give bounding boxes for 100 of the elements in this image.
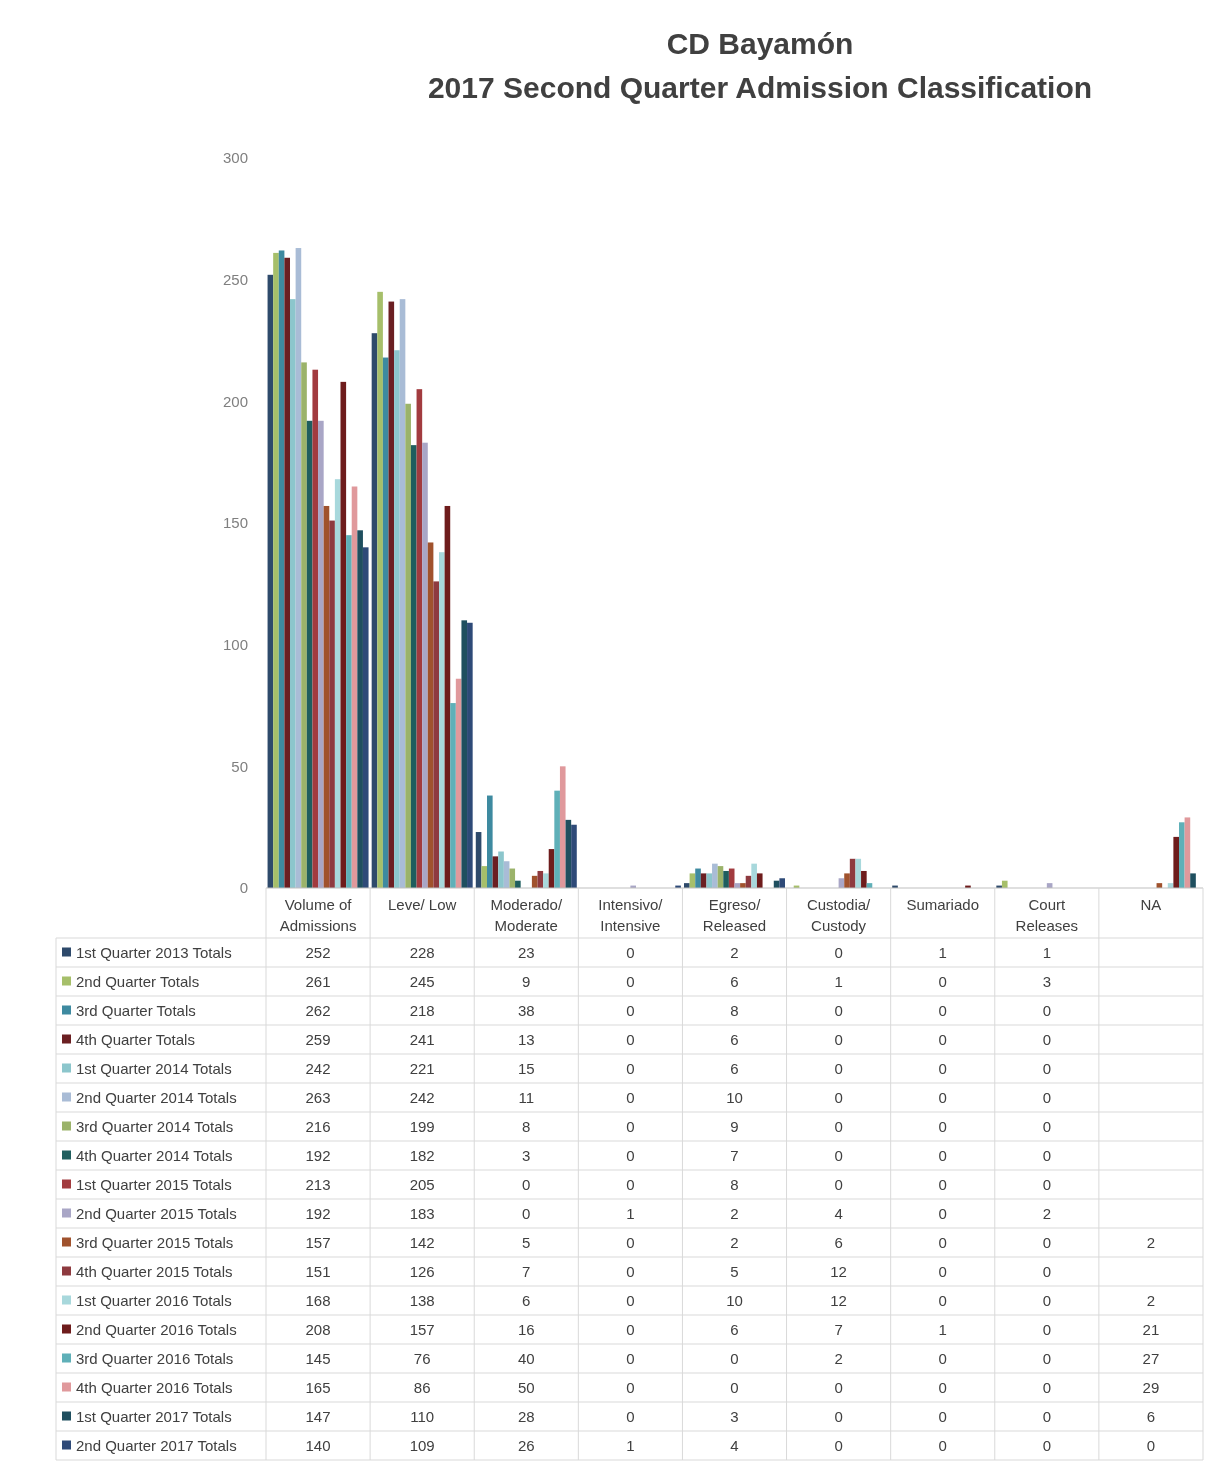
bar	[362, 547, 369, 888]
data-label: 27	[1142, 1349, 1160, 1367]
legend-label: 4th Quarter Totals	[76, 1030, 195, 1048]
bar	[481, 866, 487, 888]
bar	[695, 868, 701, 888]
data-label: 0	[938, 1262, 947, 1280]
data-label: 157	[305, 1233, 331, 1251]
data-label: 0	[626, 1291, 635, 1309]
data-label: 199	[409, 1117, 435, 1135]
y-tick-label: 300	[222, 149, 248, 167]
data-label: 0	[1042, 1320, 1052, 1338]
data-label: 0	[938, 972, 947, 990]
data-label: 259	[305, 1030, 331, 1048]
x-tick-label: Court Releases	[1015, 896, 1079, 934]
data-label: 1	[834, 972, 843, 990]
data-label: 142	[409, 1233, 435, 1251]
legend-label: 3rd Quarter Totals	[76, 1001, 196, 1019]
data-label: 0	[834, 1378, 843, 1396]
bar	[487, 795, 493, 888]
data-label: 1	[938, 943, 947, 961]
data-label: 1	[1042, 943, 1052, 961]
data-label: 0	[1042, 1233, 1052, 1251]
data-label: 4	[730, 1436, 739, 1454]
legend-label: 4th Quarter 2015 Totals	[76, 1262, 233, 1280]
data-label: 6	[522, 1291, 531, 1309]
data-label: 0	[938, 1146, 947, 1164]
data-label: 0	[626, 1378, 635, 1396]
data-label: 0	[626, 1146, 635, 1164]
data-label: 7	[730, 1146, 739, 1164]
x-tick-label: Volume of Admissions	[279, 896, 357, 934]
data-label: 6	[834, 1233, 843, 1251]
data-label: 7	[834, 1320, 843, 1338]
data-label: 262	[305, 1001, 331, 1019]
data-label: 0	[1042, 1001, 1052, 1019]
data-label: 242	[305, 1059, 331, 1077]
data-label: 0	[1042, 1030, 1052, 1048]
data-label: 13	[517, 1030, 535, 1048]
data-label: 0	[938, 1088, 947, 1106]
data-label: 2	[1146, 1233, 1156, 1251]
bar	[543, 873, 549, 888]
bar	[461, 620, 468, 888]
y-tick-label: 50	[231, 757, 248, 775]
data-label: 183	[409, 1204, 435, 1222]
bar	[450, 703, 456, 888]
data-label: 21	[1142, 1320, 1160, 1338]
data-label: 138	[409, 1291, 435, 1309]
data-label: 0	[626, 1088, 635, 1106]
bar	[498, 851, 504, 888]
data-label: 2	[730, 1204, 739, 1222]
bar	[410, 445, 417, 888]
legend-label: 2nd Quarter Totals	[76, 972, 200, 990]
data-label: 0	[522, 1175, 531, 1193]
data-label: 40	[517, 1349, 535, 1367]
data-label: 29	[1142, 1378, 1160, 1396]
data-label: 0	[1042, 1407, 1052, 1425]
data-label: 0	[1042, 1175, 1052, 1193]
data-label: 0	[1042, 1378, 1052, 1396]
legend-label: 4th Quarter 2014 Totals	[76, 1146, 233, 1164]
data-label: 8	[522, 1117, 531, 1135]
data-label: 5	[522, 1233, 531, 1251]
bar	[284, 257, 290, 888]
x-tick-label: Egreso/ Released	[702, 896, 767, 934]
bar	[779, 878, 785, 888]
y-tick-label: 150	[222, 514, 248, 532]
data-label: 0	[626, 943, 635, 961]
data-label: 216	[305, 1117, 331, 1135]
data-label: 205	[409, 1175, 435, 1193]
data-label: 10	[726, 1088, 743, 1106]
data-label: 245	[409, 972, 435, 990]
data-label: 0	[938, 1407, 947, 1425]
legend-label: 1st Quarter 2014 Totals	[76, 1059, 232, 1077]
bar	[706, 873, 713, 888]
bar	[467, 622, 473, 888]
data-label: 6	[730, 1030, 739, 1048]
data-label: 3	[522, 1146, 531, 1164]
bar	[712, 863, 718, 888]
data-label: 0	[1042, 1117, 1052, 1135]
bar	[439, 552, 445, 888]
data-label: 9	[522, 972, 531, 990]
data-label: 76	[413, 1349, 431, 1367]
data-label: 218	[409, 1001, 435, 1019]
data-label: 0	[626, 1262, 635, 1280]
data-label: 126	[409, 1262, 435, 1280]
data-label: 221	[409, 1059, 435, 1077]
bar	[290, 299, 296, 888]
data-label: 145	[305, 1349, 331, 1367]
data-label: 0	[626, 1349, 635, 1367]
bar	[394, 350, 400, 888]
data-label: 0	[626, 1001, 635, 1019]
data-label: 6	[730, 972, 739, 990]
data-label: 0	[938, 1233, 947, 1251]
data-label: 192	[305, 1146, 331, 1164]
y-tick-label: 200	[222, 392, 248, 410]
bar	[433, 581, 439, 888]
data-label: 0	[626, 972, 635, 990]
chart-title: CD Bayamón	[666, 27, 854, 60]
data-label: 8	[730, 1175, 739, 1193]
data-label: 26	[517, 1436, 535, 1454]
legend-label: 3rd Quarter 2015 Totals	[76, 1233, 234, 1251]
legend-label: 2nd Quarter 2014 Totals	[76, 1088, 237, 1106]
